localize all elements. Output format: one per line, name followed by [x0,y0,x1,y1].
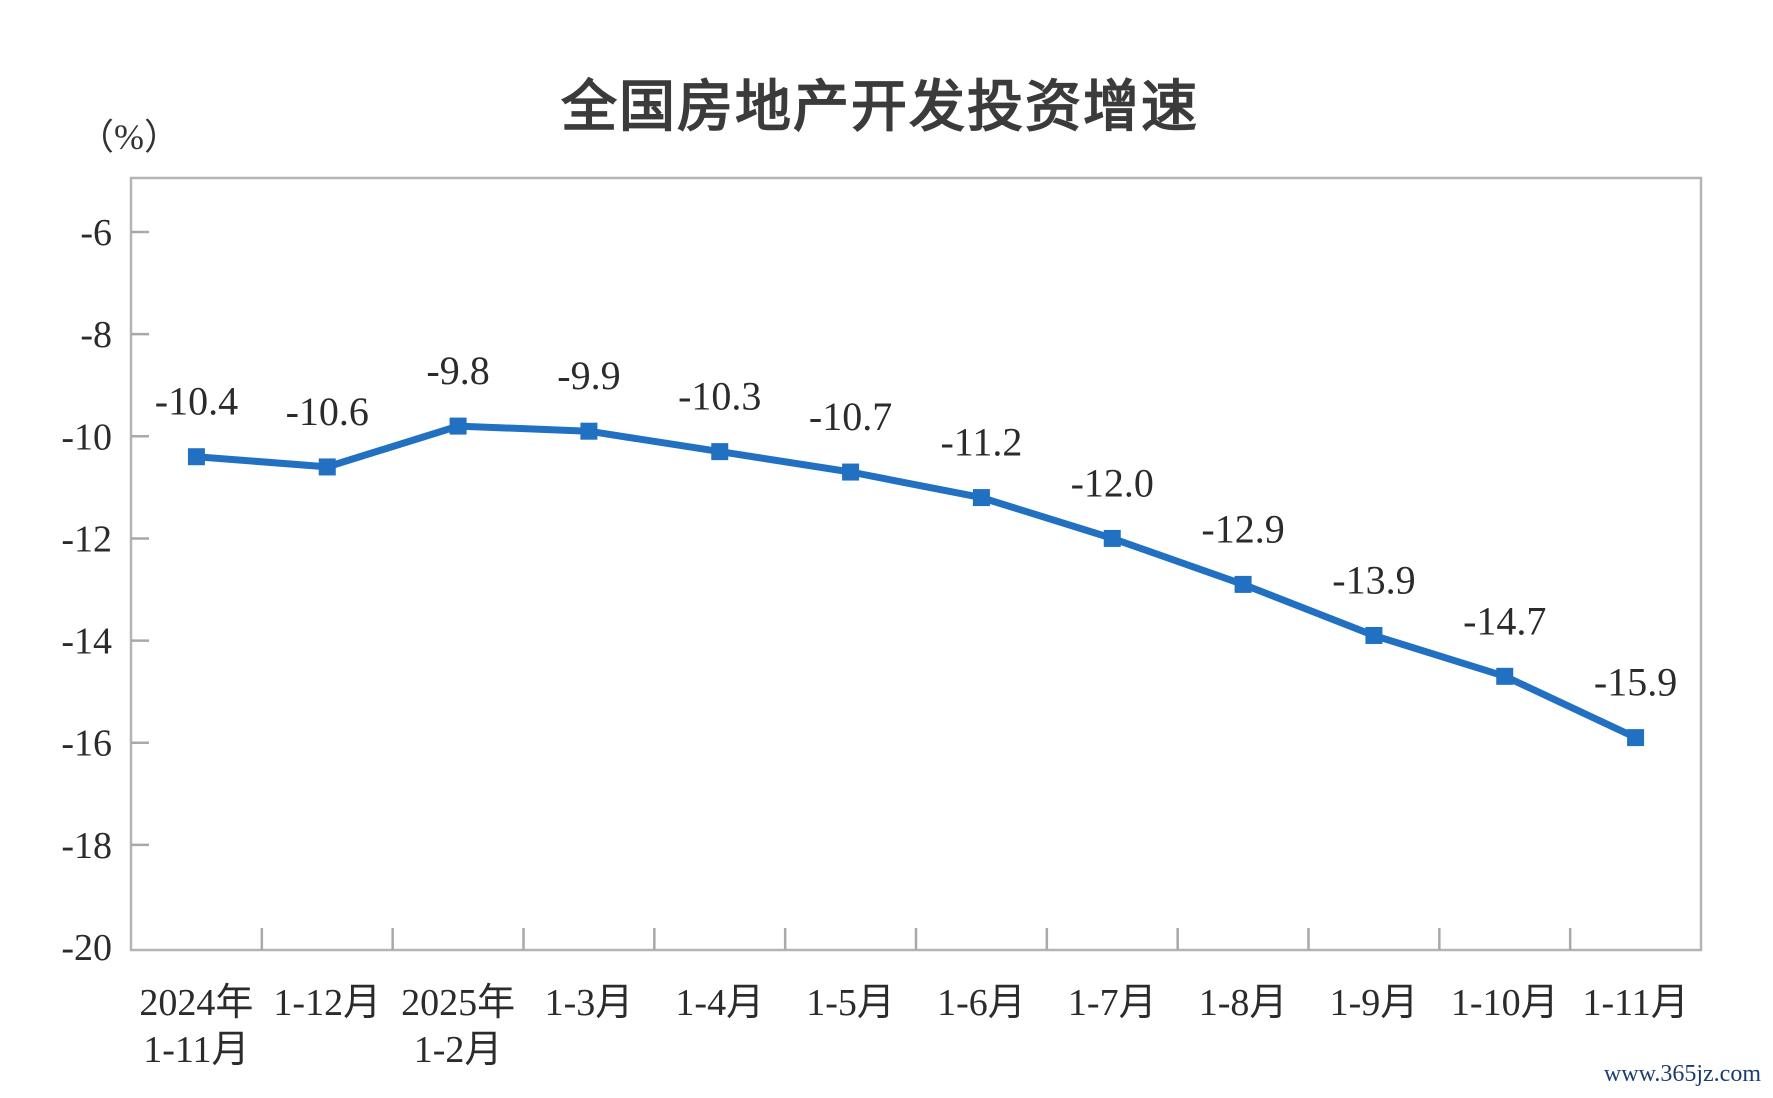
data-point-label: -10.6 [286,389,369,434]
y-axis-tick-label: -18 [61,825,112,867]
data-point-label: -14.7 [1463,598,1546,643]
x-axis-category-label: 1-8月 [1199,982,1288,1024]
data-point-marker [1365,626,1383,644]
x-axis-category-label: 1-5月 [806,982,895,1024]
data-point-label: -11.2 [940,420,1022,465]
x-axis-category-label: 2025年 1-2月 [401,982,515,1071]
data-point-marker [580,422,598,440]
data-point-marker [1496,667,1514,685]
y-axis-tick-label: -12 [61,518,112,560]
x-axis-category-label: 1-10月 [1451,982,1559,1024]
y-axis-tick-label: -8 [80,314,112,356]
data-point-label: -12.9 [1201,506,1284,551]
y-axis-tick-label: -6 [80,212,112,254]
data-point-marker [1103,529,1121,547]
series-line [192,422,1640,742]
y-axis-tick-label: -10 [61,416,112,458]
y-axis-tick-label: -20 [61,927,112,969]
x-axis-category-label: 1-11月 [1582,982,1688,1024]
x-axis-category-label: 2024年 1-11月 [139,982,253,1071]
plot-border [129,176,1703,952]
chart-title: 全国房地产开发投资增速 [561,75,1199,138]
data-point-label: -12.0 [1071,460,1154,505]
data-point-marker [449,417,467,435]
x-axis-category-label: 1-4月 [675,982,764,1024]
x-axis-category-label: 1-6月 [937,982,1026,1024]
data-point-marker [1627,729,1645,747]
x-axis-category-label: 1-3月 [545,982,634,1024]
data-point-marker [972,489,990,507]
data-point-label: -13.9 [1332,557,1415,602]
y-axis-tick-label: -14 [61,621,112,663]
data-point-label: -10.3 [678,374,761,419]
data-point-label: -9.8 [426,348,489,393]
x-axis-category-label: 1-9月 [1330,982,1419,1024]
x-axis-category-label: 1-7月 [1068,982,1157,1024]
x-axis-category-label: 1-12月 [273,982,381,1024]
data-point-label: -9.9 [557,353,620,398]
y-axis-tick-label: -16 [61,723,112,765]
data-point-marker [711,443,729,461]
data-point-label: -15.9 [1594,660,1677,705]
data-point-label: -10.4 [155,379,238,424]
data-point-marker [842,463,860,481]
data-point-label: -10.7 [809,394,892,439]
data-point-marker [187,448,205,466]
y-axis-unit-label: （%） [78,117,180,157]
data-point-marker [1234,575,1252,593]
data-point-marker [318,458,336,476]
watermark: www.365jz.com [1603,1061,1761,1087]
